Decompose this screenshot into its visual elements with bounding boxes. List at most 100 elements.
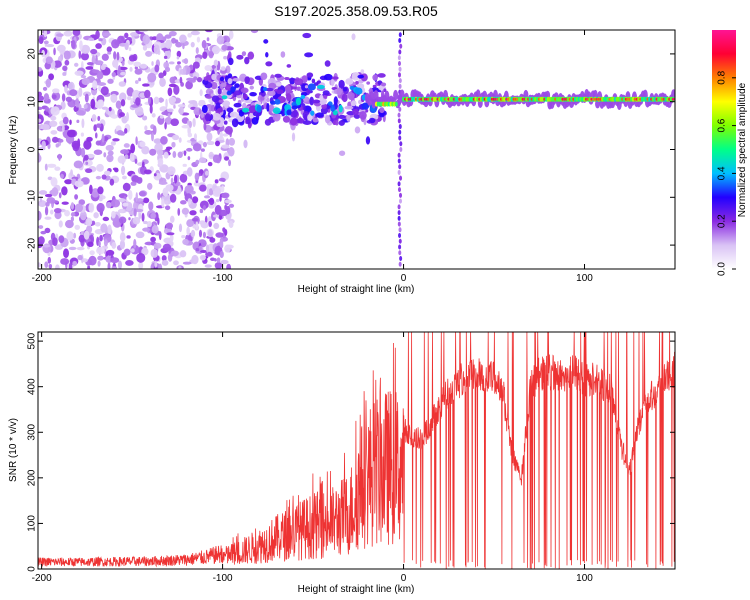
- spectrogram-cell: [304, 52, 314, 58]
- spectrogram-cell: [191, 217, 199, 222]
- spectrogram-cell: [210, 257, 216, 261]
- spectrogram-cell: [116, 130, 124, 136]
- spectrogram-cell: [371, 96, 377, 109]
- spectrogram-cell: [101, 53, 109, 61]
- spectrogram-cell: [117, 260, 123, 269]
- spectrogram-cell: [195, 221, 199, 230]
- spectrogram-cell: [315, 112, 324, 118]
- spectrogram-cell: [66, 231, 74, 241]
- spectrogram-cell: [203, 122, 207, 131]
- spectrogram-cell: [300, 94, 306, 100]
- spectrogram-cell: [201, 104, 208, 114]
- spectrogram-cell: [307, 114, 313, 121]
- spectrogram-cell: [186, 167, 193, 177]
- spectrogram-cell: [85, 168, 93, 174]
- spectrogram-cell: [71, 39, 76, 49]
- spectrogram-cell: [181, 234, 186, 239]
- spectrogram-cell: [170, 250, 179, 257]
- spectrogram-cell: [176, 56, 180, 60]
- spectrogram-cell: [352, 108, 359, 116]
- spectrogram-cell: [209, 114, 214, 120]
- spectrogram-cell: [175, 41, 183, 48]
- spectrogram-cell: [53, 207, 62, 214]
- spectrogram-cell: [101, 174, 107, 180]
- spectrogram-cell: [210, 93, 215, 97]
- spectrogram-cell: [73, 160, 84, 169]
- spectrogram-cell: [198, 220, 206, 225]
- spectrogram-cell: [151, 61, 154, 66]
- spectrogram-cell: [223, 120, 228, 125]
- spectrogram-cell: [102, 216, 110, 222]
- spectrogram-cell: [195, 47, 199, 54]
- spectrogram-cell: [165, 98, 168, 109]
- spectrogram-cell: [232, 77, 241, 82]
- spectrogram-cell: [202, 51, 208, 59]
- spectrogram-cell: [63, 30, 73, 37]
- y-tick-label: -10: [27, 190, 38, 205]
- spectrogram-cell: [117, 155, 126, 164]
- spectrogram-cell: [144, 125, 148, 131]
- spectrogram-cell: [322, 90, 330, 96]
- spectrogram-cell: [50, 177, 58, 187]
- y-tick-label: 300: [27, 423, 38, 440]
- spectrogram-cell: [234, 83, 240, 88]
- spectrogram-cell: [338, 114, 346, 120]
- spectrogram-cell: [221, 95, 228, 100]
- spectrogram-cell: [186, 226, 190, 236]
- spectrogram-cell: [54, 210, 62, 220]
- spectrogram-cell: [124, 128, 128, 134]
- spectrogram-cell: [38, 200, 47, 207]
- spectrogram-cell: [289, 117, 298, 126]
- spectrogram-cell: [152, 125, 157, 135]
- spectrogram-cell: [394, 101, 398, 107]
- spectrogram-cell: [193, 133, 197, 140]
- spectrogram-cell: [221, 100, 231, 107]
- spectrogram-cell: [177, 207, 181, 216]
- spectrogram-cell: [304, 85, 309, 89]
- spectrogram-cell: [171, 141, 176, 148]
- spectrogram-cell: [142, 197, 150, 204]
- spectrogram-cell: [142, 34, 151, 45]
- spectrogram-cell: [65, 96, 73, 103]
- spectrogram-cell: [268, 82, 277, 90]
- spectrogram-cell: [398, 135, 402, 141]
- spectrogram-cell: [219, 76, 225, 82]
- spectrogram-cell: [212, 214, 221, 218]
- spectrogram-cell: [83, 159, 93, 167]
- spectrogram-cell: [182, 238, 189, 245]
- spectrogram-cell: [144, 130, 153, 135]
- spectrogram-cell: [336, 87, 343, 96]
- spectrogram-cell: [133, 208, 137, 217]
- snr-panel: -200 -100 0 100 0 100 200 300 400 500 Height of …: [8, 331, 676, 595]
- spectrogram-cell: [198, 101, 206, 107]
- spectrogram-cell: [64, 84, 68, 93]
- spectrogram-cell: [324, 60, 331, 67]
- spectrogram-cell: [359, 111, 367, 120]
- spectrogram-cell: [320, 107, 328, 115]
- spectrogram-cell: [223, 55, 228, 60]
- spectrogram-cell: [233, 90, 242, 96]
- spectrogram-cell: [159, 115, 164, 119]
- spectrogram-cell: [90, 48, 98, 55]
- colorbar-scale: [712, 30, 736, 269]
- spectrogram-cell: [54, 166, 61, 171]
- spectrogram-cell: [338, 150, 346, 156]
- spectrogram-cell: [226, 90, 232, 96]
- spectrogram-cell: [184, 185, 194, 194]
- spectrogram-cell: [101, 32, 112, 37]
- spectrogram-cell: [240, 87, 249, 94]
- spectrogram-cell: [302, 32, 312, 39]
- spectrogram-cell: [204, 264, 212, 268]
- spectrogram-cell: [87, 265, 91, 269]
- spectrogram-cell: [142, 115, 148, 121]
- spectrogram-cell: [309, 96, 314, 106]
- spectrogram-cell: [64, 59, 70, 66]
- spectrogram-cell: [95, 30, 100, 39]
- spectrogram-cell: [112, 59, 119, 68]
- spectrogram-cell: [106, 46, 112, 53]
- spectrogram-cell: [361, 102, 370, 110]
- spectrogram-cell: [161, 111, 169, 116]
- spectrogram-cell: [219, 117, 225, 125]
- spectrogram-cell: [95, 43, 102, 49]
